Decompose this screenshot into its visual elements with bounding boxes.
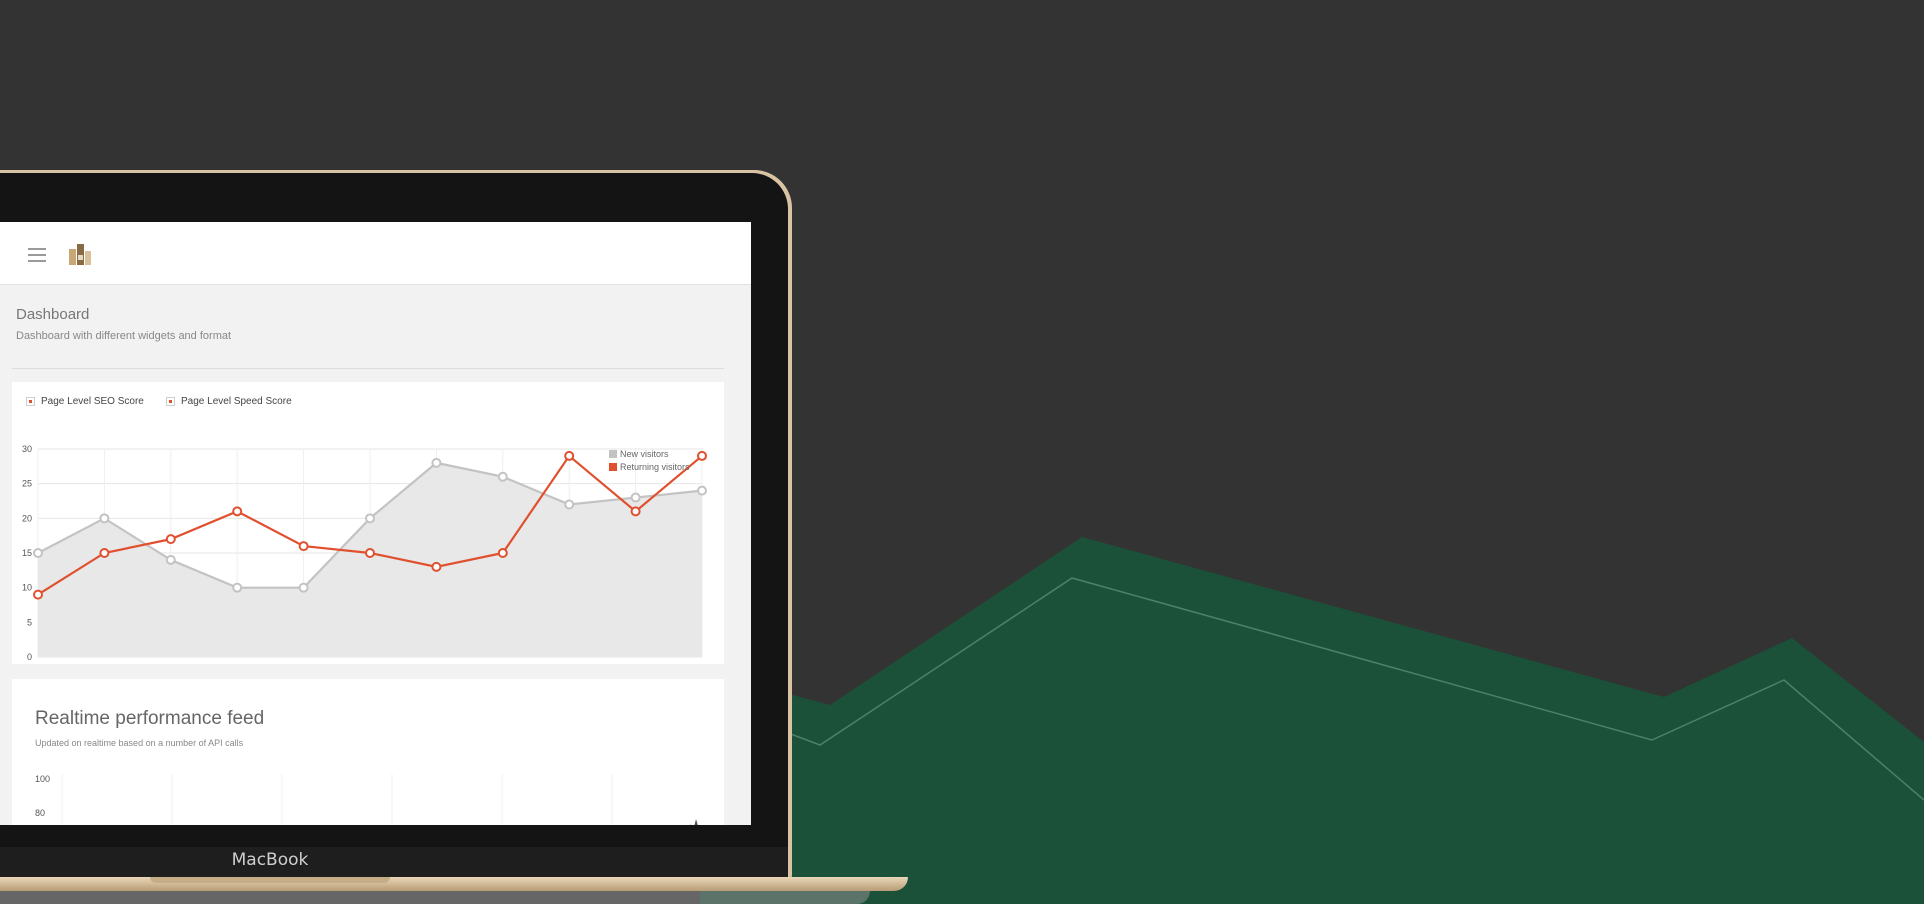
series-point bbox=[630, 506, 641, 517]
series-point bbox=[365, 513, 375, 524]
series-point bbox=[165, 554, 176, 565]
series-point bbox=[165, 534, 176, 545]
y-tick-label: 20 bbox=[22, 513, 32, 523]
realtime-feed-card: Realtime performance feed Updated on rea… bbox=[12, 679, 724, 825]
series-point bbox=[630, 492, 641, 503]
series-point bbox=[99, 513, 110, 524]
series-area bbox=[38, 462, 702, 657]
tab-speed-score[interactable]: Page Level Speed Score bbox=[166, 396, 292, 407]
decorative-mountain-line bbox=[699, 577, 1924, 801]
y-tick-label: 25 bbox=[22, 479, 32, 489]
x-tick-label: June bbox=[360, 663, 380, 664]
x-tick-label: May bbox=[295, 663, 313, 664]
series-point bbox=[564, 450, 575, 461]
page-title: Dashboard bbox=[16, 306, 90, 323]
x-tick-label: Aug. bbox=[494, 663, 513, 664]
x-tick-label: Apr. bbox=[229, 663, 245, 664]
hinge-notch bbox=[150, 877, 390, 883]
feed-subtitle: Updated on realtime based on a number of… bbox=[35, 738, 244, 748]
series-point bbox=[33, 589, 43, 600]
series-point bbox=[564, 499, 575, 510]
hamburger-icon[interactable] bbox=[28, 248, 46, 262]
x-tick-label: Sept. bbox=[559, 663, 580, 664]
laptop-base bbox=[0, 877, 908, 891]
series-point bbox=[497, 471, 508, 482]
series-point bbox=[431, 457, 442, 468]
laptop-shadow bbox=[0, 891, 870, 904]
x-tick-label: Nov. bbox=[693, 663, 711, 664]
series-point bbox=[298, 582, 309, 593]
tab-seo-score[interactable]: Page Level SEO Score bbox=[26, 396, 144, 407]
score-chart-card: Page Level SEO Score Page Level Speed Sc… bbox=[12, 382, 724, 664]
x-tick-label: Oct. bbox=[627, 663, 644, 664]
x-tick-label: Jan. bbox=[29, 663, 46, 664]
y-tick-label: 30 bbox=[22, 444, 32, 454]
x-tick-label: Feb. bbox=[95, 663, 113, 664]
series-point bbox=[33, 548, 43, 558]
feed-title: Realtime performance feed bbox=[35, 708, 265, 729]
tab-label: Page Level Speed Score bbox=[181, 396, 292, 407]
legend-label: Returning visitors bbox=[620, 462, 690, 472]
divider bbox=[12, 368, 724, 369]
checkbox-icon bbox=[166, 397, 175, 406]
top-bar bbox=[0, 222, 751, 285]
series-point bbox=[232, 582, 243, 593]
series-point bbox=[298, 541, 309, 552]
feed-y-tick-label: 80 bbox=[35, 808, 45, 818]
page-subtitle: Dashboard with different widgets and for… bbox=[16, 330, 232, 342]
legend-swatch bbox=[609, 463, 617, 471]
x-tick-label: July bbox=[428, 663, 445, 664]
y-tick-label: 0 bbox=[27, 652, 32, 662]
series-point bbox=[99, 548, 110, 558]
x-tick-label: Mar. bbox=[162, 663, 180, 664]
tab-label: Page Level SEO Score bbox=[41, 396, 144, 407]
legend-label: New visitors bbox=[620, 449, 669, 459]
feed-chart: 100 80 bbox=[35, 774, 698, 825]
laptop-screen: Dashboard Dashboard with different widge… bbox=[0, 222, 751, 825]
y-tick-label: 10 bbox=[22, 583, 32, 593]
brand-strip bbox=[0, 847, 788, 877]
feed-spike bbox=[689, 819, 698, 825]
logo-icon[interactable] bbox=[67, 241, 93, 267]
series-point bbox=[232, 506, 243, 517]
series-point bbox=[365, 548, 375, 558]
y-tick-label: 15 bbox=[22, 548, 32, 558]
series-point bbox=[697, 485, 707, 496]
legend-swatch bbox=[609, 450, 617, 458]
device-brand-label: MacBook bbox=[231, 850, 309, 870]
series-point bbox=[431, 561, 442, 572]
y-tick-label: 5 bbox=[27, 617, 32, 627]
feed-y-tick-label: 100 bbox=[35, 774, 50, 784]
decorative-mountain bbox=[700, 537, 1924, 904]
series-point bbox=[497, 548, 508, 558]
visitors-line-chart: 0 5 10 15 20 25 30 Jan. Feb. Mar. Apr. May June July A… bbox=[22, 444, 711, 664]
checkbox-icon bbox=[26, 397, 35, 406]
series-point bbox=[697, 450, 707, 461]
